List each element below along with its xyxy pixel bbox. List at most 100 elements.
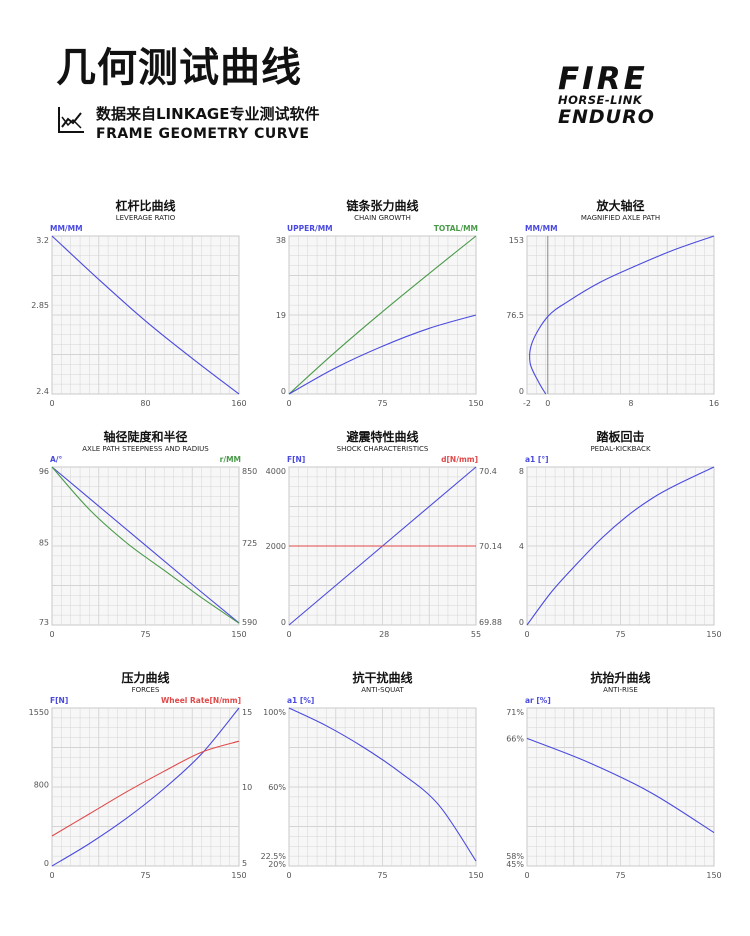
chart-3-ytick2: 590 xyxy=(242,618,257,627)
chart-4-xtick: 28 xyxy=(379,630,389,639)
chart-2-xtick: 8 xyxy=(628,399,633,408)
chart-6-ytick2: 15 xyxy=(242,708,252,717)
chart-1-title: 链条张力曲线 xyxy=(346,198,418,213)
chart-3-subtitle: AXLE PATH STEEPNESS AND RADIUS xyxy=(82,445,209,453)
chart-6-subtitle: FORCES xyxy=(132,686,160,694)
chart-2-subtitle: MAGNIFIED AXLE PATH xyxy=(581,214,660,222)
chart-4-ytick2: 70.4 xyxy=(479,467,497,476)
chart-0-xtick: 80 xyxy=(140,399,150,408)
chart-1-subtitle: CHAIN GROWTH xyxy=(354,214,411,222)
chart-6-xtick: 0 xyxy=(49,871,54,880)
chart-2-title: 放大轴径 xyxy=(595,198,644,213)
chart-1-ytick: 38 xyxy=(276,236,286,245)
chart-4-ytick2: 70.14 xyxy=(479,542,502,551)
chart-6-ylabel: F[N] xyxy=(50,696,68,705)
chart-6-ytick2: 10 xyxy=(242,783,252,792)
chart-4-xtick: 55 xyxy=(471,630,481,639)
subtitle-en: FRAME GEOMETRY CURVE xyxy=(96,126,310,142)
chart-1-series-1-line xyxy=(288,314,477,395)
chart-4-ytick: 0 xyxy=(281,618,286,627)
chart-8-title: 抗抬升曲线 xyxy=(590,670,650,685)
chart-0-xtick: 160 xyxy=(231,399,246,408)
chart-5-xtick: 75 xyxy=(615,630,625,639)
chart-6-ytick: 0 xyxy=(44,859,49,868)
chart-3-series-1-line xyxy=(51,466,240,624)
chart-6-title: 压力曲线 xyxy=(121,670,169,685)
chart-3-ytick: 73 xyxy=(39,618,49,627)
chart-3-title: 轴径陡度和半径 xyxy=(103,429,187,444)
chart-3-ylabel: A/° xyxy=(50,455,63,464)
chart-2-ytick: 153 xyxy=(509,236,524,245)
chart-8-subtitle: ANTI-RISE xyxy=(603,686,638,694)
brand-logo: FIRE HORSE-LINK ENDURO xyxy=(558,61,678,128)
chart-1-xtick: 0 xyxy=(286,399,291,408)
chart-8-xtick: 150 xyxy=(706,871,721,880)
chart-3-ytick2: 850 xyxy=(242,467,257,476)
chart-7-xtick: 150 xyxy=(468,871,483,880)
chart-6-series-1-line xyxy=(51,740,240,837)
chart-4-xtick: 0 xyxy=(286,630,291,639)
logo-line-2: HORSE-LINK xyxy=(558,93,643,107)
chart-8-xtick: 75 xyxy=(615,871,625,880)
chart-3-xtick: 75 xyxy=(140,630,150,639)
page-title: 几何测试曲线 xyxy=(56,45,302,91)
chart-5-ytick: 8 xyxy=(519,467,524,476)
chart-0-ylabel: MM/MM xyxy=(50,224,83,233)
chart-0-ytick: 2.4 xyxy=(36,387,49,396)
chart-6-ytick: 1550 xyxy=(29,708,49,717)
chart-1-ytick: 19 xyxy=(276,311,286,320)
chart-6-xtick: 75 xyxy=(140,871,150,880)
chart-8-ytick: 58% xyxy=(506,852,524,861)
chart-7-ytick: 60% xyxy=(268,783,286,792)
chart-8-ytick: 66% xyxy=(506,734,524,743)
chart-1-ytick: 0 xyxy=(281,387,286,396)
chart-1-xtick: 150 xyxy=(468,399,483,408)
chart-3-ylabel2: r/MM xyxy=(220,455,241,464)
chart-3-series-0-line xyxy=(51,466,240,624)
subtitle-zh: 数据来自LINKAGE专业测试软件 xyxy=(96,105,320,123)
chart-7-subtitle: ANTI-SQUAT xyxy=(361,686,404,694)
chart-4-title: 避震特性曲线 xyxy=(346,429,418,444)
chart-7-title: 抗干扰曲线 xyxy=(352,670,412,685)
chart-1-ylabel: UPPER/MM xyxy=(287,224,333,233)
chart-4-ytick2: 69.88 xyxy=(479,618,502,627)
chart-5-ytick: 4 xyxy=(519,542,524,551)
chart-3-xtick: 150 xyxy=(231,630,246,639)
chart-5-subtitle: PEDAL-KICKBACK xyxy=(590,445,650,453)
chart-7-xtick: 75 xyxy=(377,871,387,880)
chart-5-ytick: 0 xyxy=(519,618,524,627)
chart-8-xtick: 0 xyxy=(524,871,529,880)
chart-5-ylabel: a1 [°] xyxy=(525,455,549,464)
chart-6-xtick: 150 xyxy=(231,871,246,880)
chart-5-xtick: 0 xyxy=(524,630,529,639)
chart-0-series-0-line xyxy=(51,235,240,395)
chart-trend-icon xyxy=(58,107,84,133)
chart-0-subtitle: LEVERAGE RATIO xyxy=(116,214,176,222)
chart-1-series-0-line xyxy=(288,235,477,395)
chart-7-ylabel: a1 [%] xyxy=(287,696,314,705)
chart-3-ytick: 85 xyxy=(39,539,49,548)
chart-0-ytick: 3.2 xyxy=(36,236,49,245)
chart-2-ytick: 0 xyxy=(519,387,524,396)
logo-line-3: ENDURO xyxy=(558,106,655,128)
chart-8-ytick: 71% xyxy=(506,708,524,717)
chart-6-series-0-line xyxy=(51,707,240,867)
chart-6-ylabel2: Wheel Rate[N/mm] xyxy=(161,696,241,705)
chart-1-xtick: 75 xyxy=(377,399,387,408)
chart-8-series-0-line xyxy=(526,737,715,834)
chart-0-title: 杠杆比曲线 xyxy=(115,198,175,213)
chart-5-title: 踏板回击 xyxy=(596,429,644,444)
chart-3-ytick2: 725 xyxy=(242,539,257,548)
chart-2-xtick: 0 xyxy=(545,399,550,408)
chart-8-ytick: 45% xyxy=(506,860,524,869)
logo-line-1: FIRE xyxy=(558,61,648,97)
chart-7-ytick: 20% xyxy=(268,860,286,869)
chart-4-ylabel2: d[N/mm] xyxy=(441,455,478,464)
chart-2-ylabel: MM/MM xyxy=(525,224,558,233)
chart-0-ytick: 2.85 xyxy=(31,301,49,310)
chart-4-ytick: 2000 xyxy=(266,542,286,551)
chart-2-series-0-line xyxy=(529,235,715,395)
chart-7-xtick: 0 xyxy=(286,871,291,880)
chart-6-ytick2: 5 xyxy=(242,859,247,868)
